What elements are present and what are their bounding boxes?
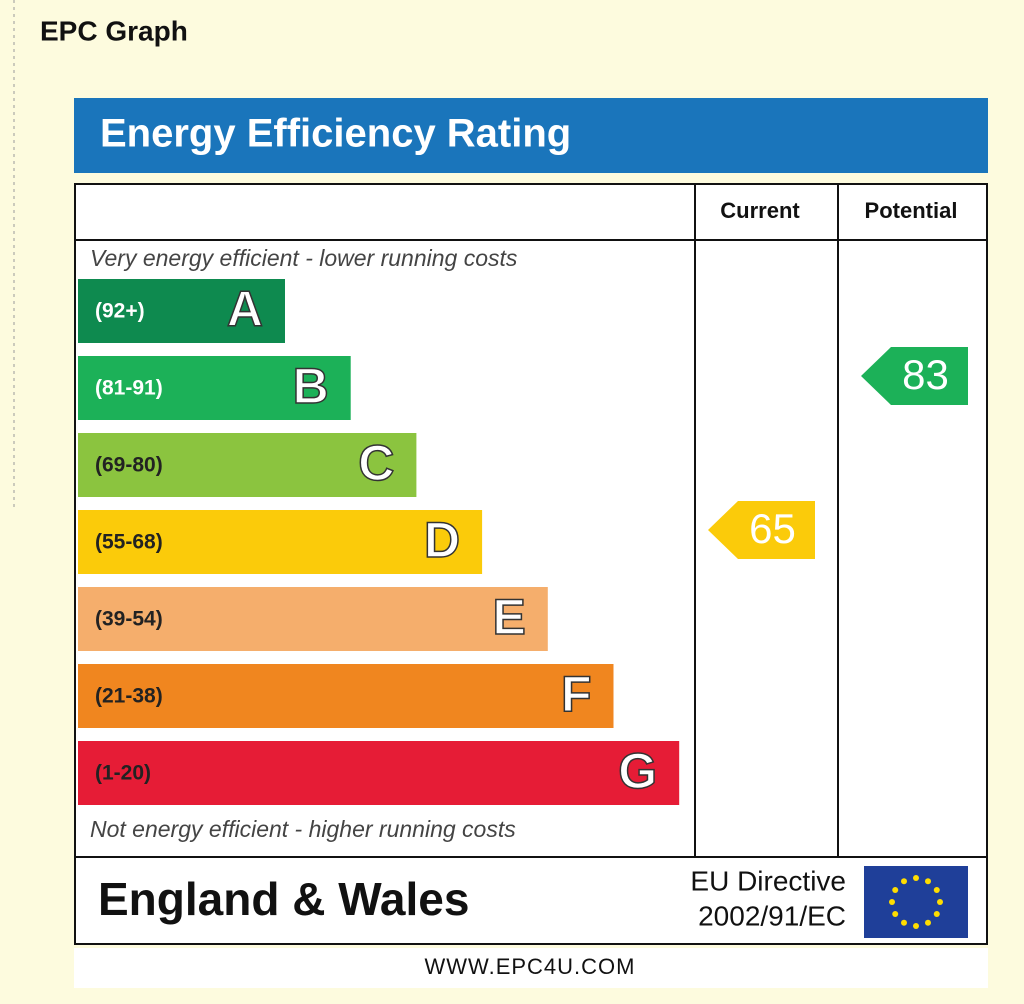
flag-star <box>933 911 940 917</box>
flag-star <box>937 899 943 905</box>
band-range: (81-91) <box>95 377 163 400</box>
flag-star <box>901 919 907 926</box>
directive: 2002/91/EC <box>698 900 846 931</box>
band-letter: A <box>227 281 263 337</box>
flag-star <box>925 919 931 926</box>
title-bar <box>74 98 988 173</box>
band-range: (55-68) <box>95 531 163 554</box>
band-range: (39-54) <box>95 608 163 631</box>
band-bar <box>78 741 680 805</box>
flag-star <box>889 899 895 905</box>
region: England & Wales <box>98 873 469 925</box>
band-bar <box>78 664 614 728</box>
band-range: (1-20) <box>95 762 151 785</box>
column-header: Potential <box>865 198 958 223</box>
column-header: Current <box>720 198 800 223</box>
band-letter: G <box>618 743 657 799</box>
band-range: (69-80) <box>95 454 163 477</box>
band-bar <box>78 356 351 420</box>
flag-star <box>913 923 919 929</box>
flag-star <box>913 875 919 881</box>
band-bar <box>78 510 483 574</box>
rating-arrow <box>708 501 815 559</box>
band-range: (21-38) <box>95 685 163 708</box>
rating-arrow <box>861 347 968 405</box>
flag-star <box>892 911 899 917</box>
band-letter: C <box>358 435 394 491</box>
band-letter: B <box>293 358 329 414</box>
title: Energy Efficiency Rating <box>100 112 571 156</box>
band-range: (92+) <box>95 300 145 323</box>
band-letter: D <box>424 512 460 568</box>
rating-value: 65 <box>749 505 796 552</box>
flag-star <box>892 887 899 893</box>
band-letter: E <box>492 589 525 645</box>
flag-star <box>933 887 940 893</box>
website: WWW.EPC4U.COM <box>425 954 636 979</box>
footer-strip <box>74 948 988 988</box>
note: Not energy efficient - higher running co… <box>90 816 516 842</box>
heading: EPC Graph <box>40 15 188 46</box>
note: Very energy efficient - lower running co… <box>90 245 518 271</box>
flag-star <box>925 878 931 885</box>
band-bar <box>78 279 285 343</box>
directive: EU Directive <box>690 865 846 896</box>
band-letter: F <box>561 666 592 722</box>
eu-flag <box>864 866 968 938</box>
band-bar <box>78 587 548 651</box>
flag-star <box>901 878 907 885</box>
rating-value: 83 <box>902 351 949 398</box>
band-bar <box>78 433 417 497</box>
